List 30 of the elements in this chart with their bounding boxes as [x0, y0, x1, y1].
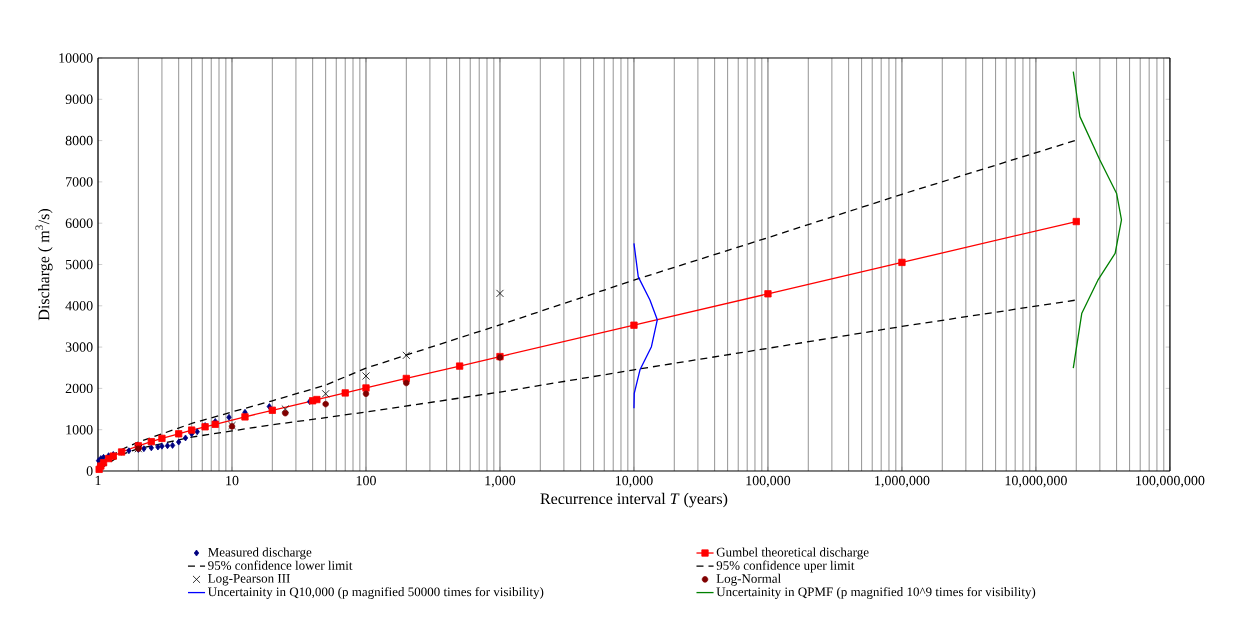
- legend-label: Log-Pearson III: [208, 574, 290, 586]
- x-tick-label: 100,000,000: [1136, 475, 1205, 488]
- y-tick-label: 4000: [65, 301, 93, 311]
- legend-label: Log-Normal: [716, 573, 781, 586]
- x-tick-label: 1,000: [485, 475, 516, 488]
- y-tick-label: 3000: [65, 342, 93, 352]
- legend-label: Uncertainity in Q10,000 (p magnified 50000 times for visibility): [207, 586, 544, 599]
- legend-label: 95% confidence uper limit: [716, 560, 855, 573]
- x-tick-label: 10,000,000: [1005, 475, 1067, 488]
- y-tick-label: 8000: [65, 135, 93, 146]
- y-tick-label: 1000: [66, 424, 93, 435]
- legend-label: 95% confidence lower limit: [208, 560, 353, 570]
- x-tick-label: 1: [95, 475, 101, 486]
- x-tick-label: 10: [226, 475, 239, 486]
- x-tick-label: 100: [356, 475, 376, 486]
- y-tick-label: 9000: [65, 94, 93, 105]
- y-tick-label: 5000: [65, 259, 93, 270]
- y-tick-label: 0: [86, 466, 93, 476]
- x-axis-title: Recurrence interval T (years): [540, 492, 728, 508]
- y-tick-label: 2000: [65, 383, 93, 394]
- legend-label: Measured discharge: [208, 547, 312, 560]
- legend-label: Gumbel theoretical discharge: [716, 547, 869, 560]
- x-tick-label: 10,000: [615, 475, 653, 488]
- x-tick-label: 1,000,000: [875, 475, 930, 488]
- y-tick-label: 10000: [59, 53, 93, 63]
- x-tick-label: 100,000: [746, 475, 791, 488]
- y-tick-label: 6000: [65, 218, 93, 228]
- legend-label: Uncertainity in QPMF (p magnified 10^9 times for visibility): [716, 586, 1036, 599]
- y-axis-title: Discharge ( m$^{3}$/s): [35, 208, 53, 321]
- y-tick-label: 7000: [66, 177, 93, 187]
